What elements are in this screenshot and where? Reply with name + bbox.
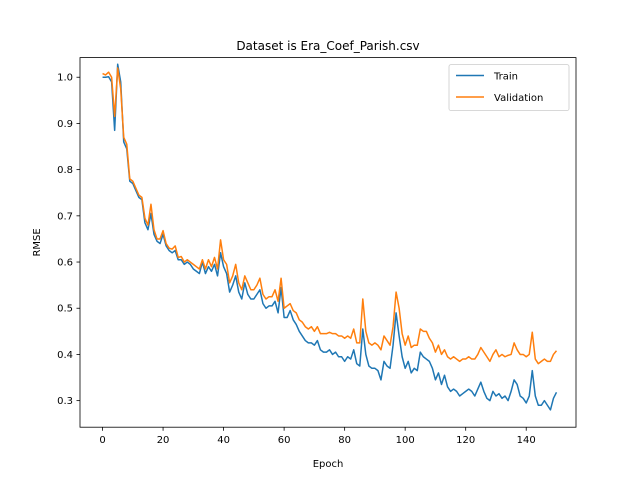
y-tick-label: 0.3 (57, 396, 73, 407)
x-axis-ticks: 0 20 40 60 80 100 120 140 (99, 427, 536, 446)
x-tick-label: 100 (396, 435, 415, 446)
y-tick-label: 0.8 (57, 165, 73, 176)
series-layer (102, 63, 558, 411)
y-tick-label: 0.4 (57, 350, 73, 361)
y-axis-ticks: 0.3 0.4 0.5 0.6 0.7 0.8 0.9 1.0 (57, 73, 80, 407)
series-line-validation (102, 67, 558, 365)
y-tick-label: 1.0 (57, 73, 73, 84)
y-tick-label: 0.5 (57, 304, 73, 315)
chart-title: Dataset is Era_Coef_Parish.csv (236, 39, 419, 53)
x-tick-label: 120 (456, 435, 475, 446)
x-axis-label: Epoch (313, 459, 344, 470)
y-tick-label: 0.6 (57, 258, 73, 269)
x-tick-label: 20 (157, 435, 170, 446)
x-tick-label: 80 (338, 435, 351, 446)
plot-area (80, 57, 576, 428)
legend: Train Validation (448, 64, 570, 111)
y-tick-label: 0.9 (57, 119, 73, 130)
series-line-train (102, 63, 558, 411)
x-tick-label: 0 (99, 435, 105, 446)
y-tick-label: 0.7 (57, 211, 73, 222)
x-tick-label: 40 (217, 435, 230, 446)
legend-label-validation: Validation (494, 93, 543, 104)
axes-frame (79, 57, 577, 428)
legend-label-train: Train (493, 72, 518, 83)
x-tick-label: 60 (278, 435, 291, 446)
y-axis-label: RMSE (32, 228, 43, 256)
x-tick-label: 140 (517, 435, 536, 446)
